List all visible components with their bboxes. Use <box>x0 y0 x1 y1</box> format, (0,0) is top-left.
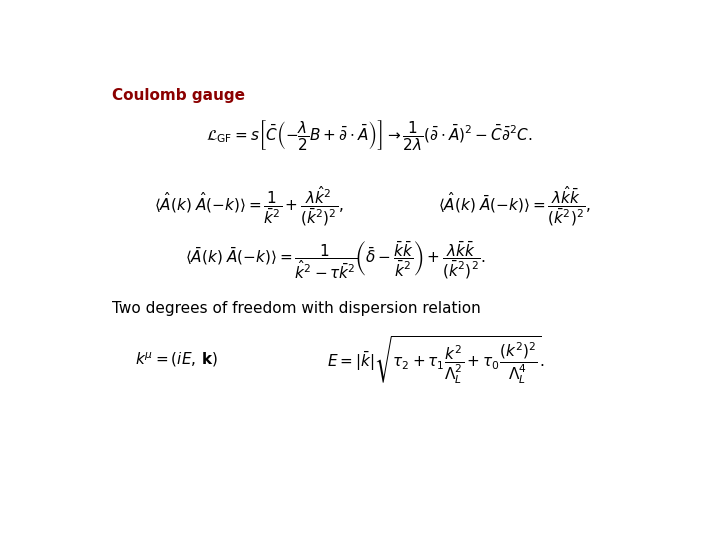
Text: Coulomb gauge: Coulomb gauge <box>112 87 246 103</box>
Text: $\langle\hat{A}(k)\;\hat{A}(-k)\rangle = \dfrac{1}{\bar{k}^2} + \dfrac{\lambda \: $\langle\hat{A}(k)\;\hat{A}(-k)\rangle =… <box>154 184 343 228</box>
Text: $\langle\hat{A}(k)\;\bar{A}(-k)\rangle = \dfrac{\lambda \hat{k}\bar{k}}{(\bar{k}: $\langle\hat{A}(k)\;\bar{A}(-k)\rangle =… <box>438 184 590 228</box>
Text: $\langle\bar{A}(k)\;\bar{A}(-k)\rangle = \dfrac{1}{\hat{k}^2 - \tau\bar{k}^2}\!\: $\langle\bar{A}(k)\;\bar{A}(-k)\rangle =… <box>185 239 486 281</box>
Text: $\mathcal{L}_{\mathrm{GF}} = s\left[\bar{C}\left(-\dfrac{\lambda}{2}B + \bar{\pa: $\mathcal{L}_{\mathrm{GF}} = s\left[\bar… <box>206 118 532 152</box>
Text: $k^\mu = (iE,\,\mathbf{k})$: $k^\mu = (iE,\,\mathbf{k})$ <box>135 350 218 369</box>
Text: Two degrees of freedom with dispersion relation: Two degrees of freedom with dispersion r… <box>112 301 481 315</box>
Text: $E = |\bar{k}|\sqrt{\tau_2 + \tau_1\dfrac{k^2}{\Lambda_L^2} + \tau_0\dfrac{(k^2): $E = |\bar{k}|\sqrt{\tau_2 + \tau_1\dfra… <box>327 334 545 386</box>
